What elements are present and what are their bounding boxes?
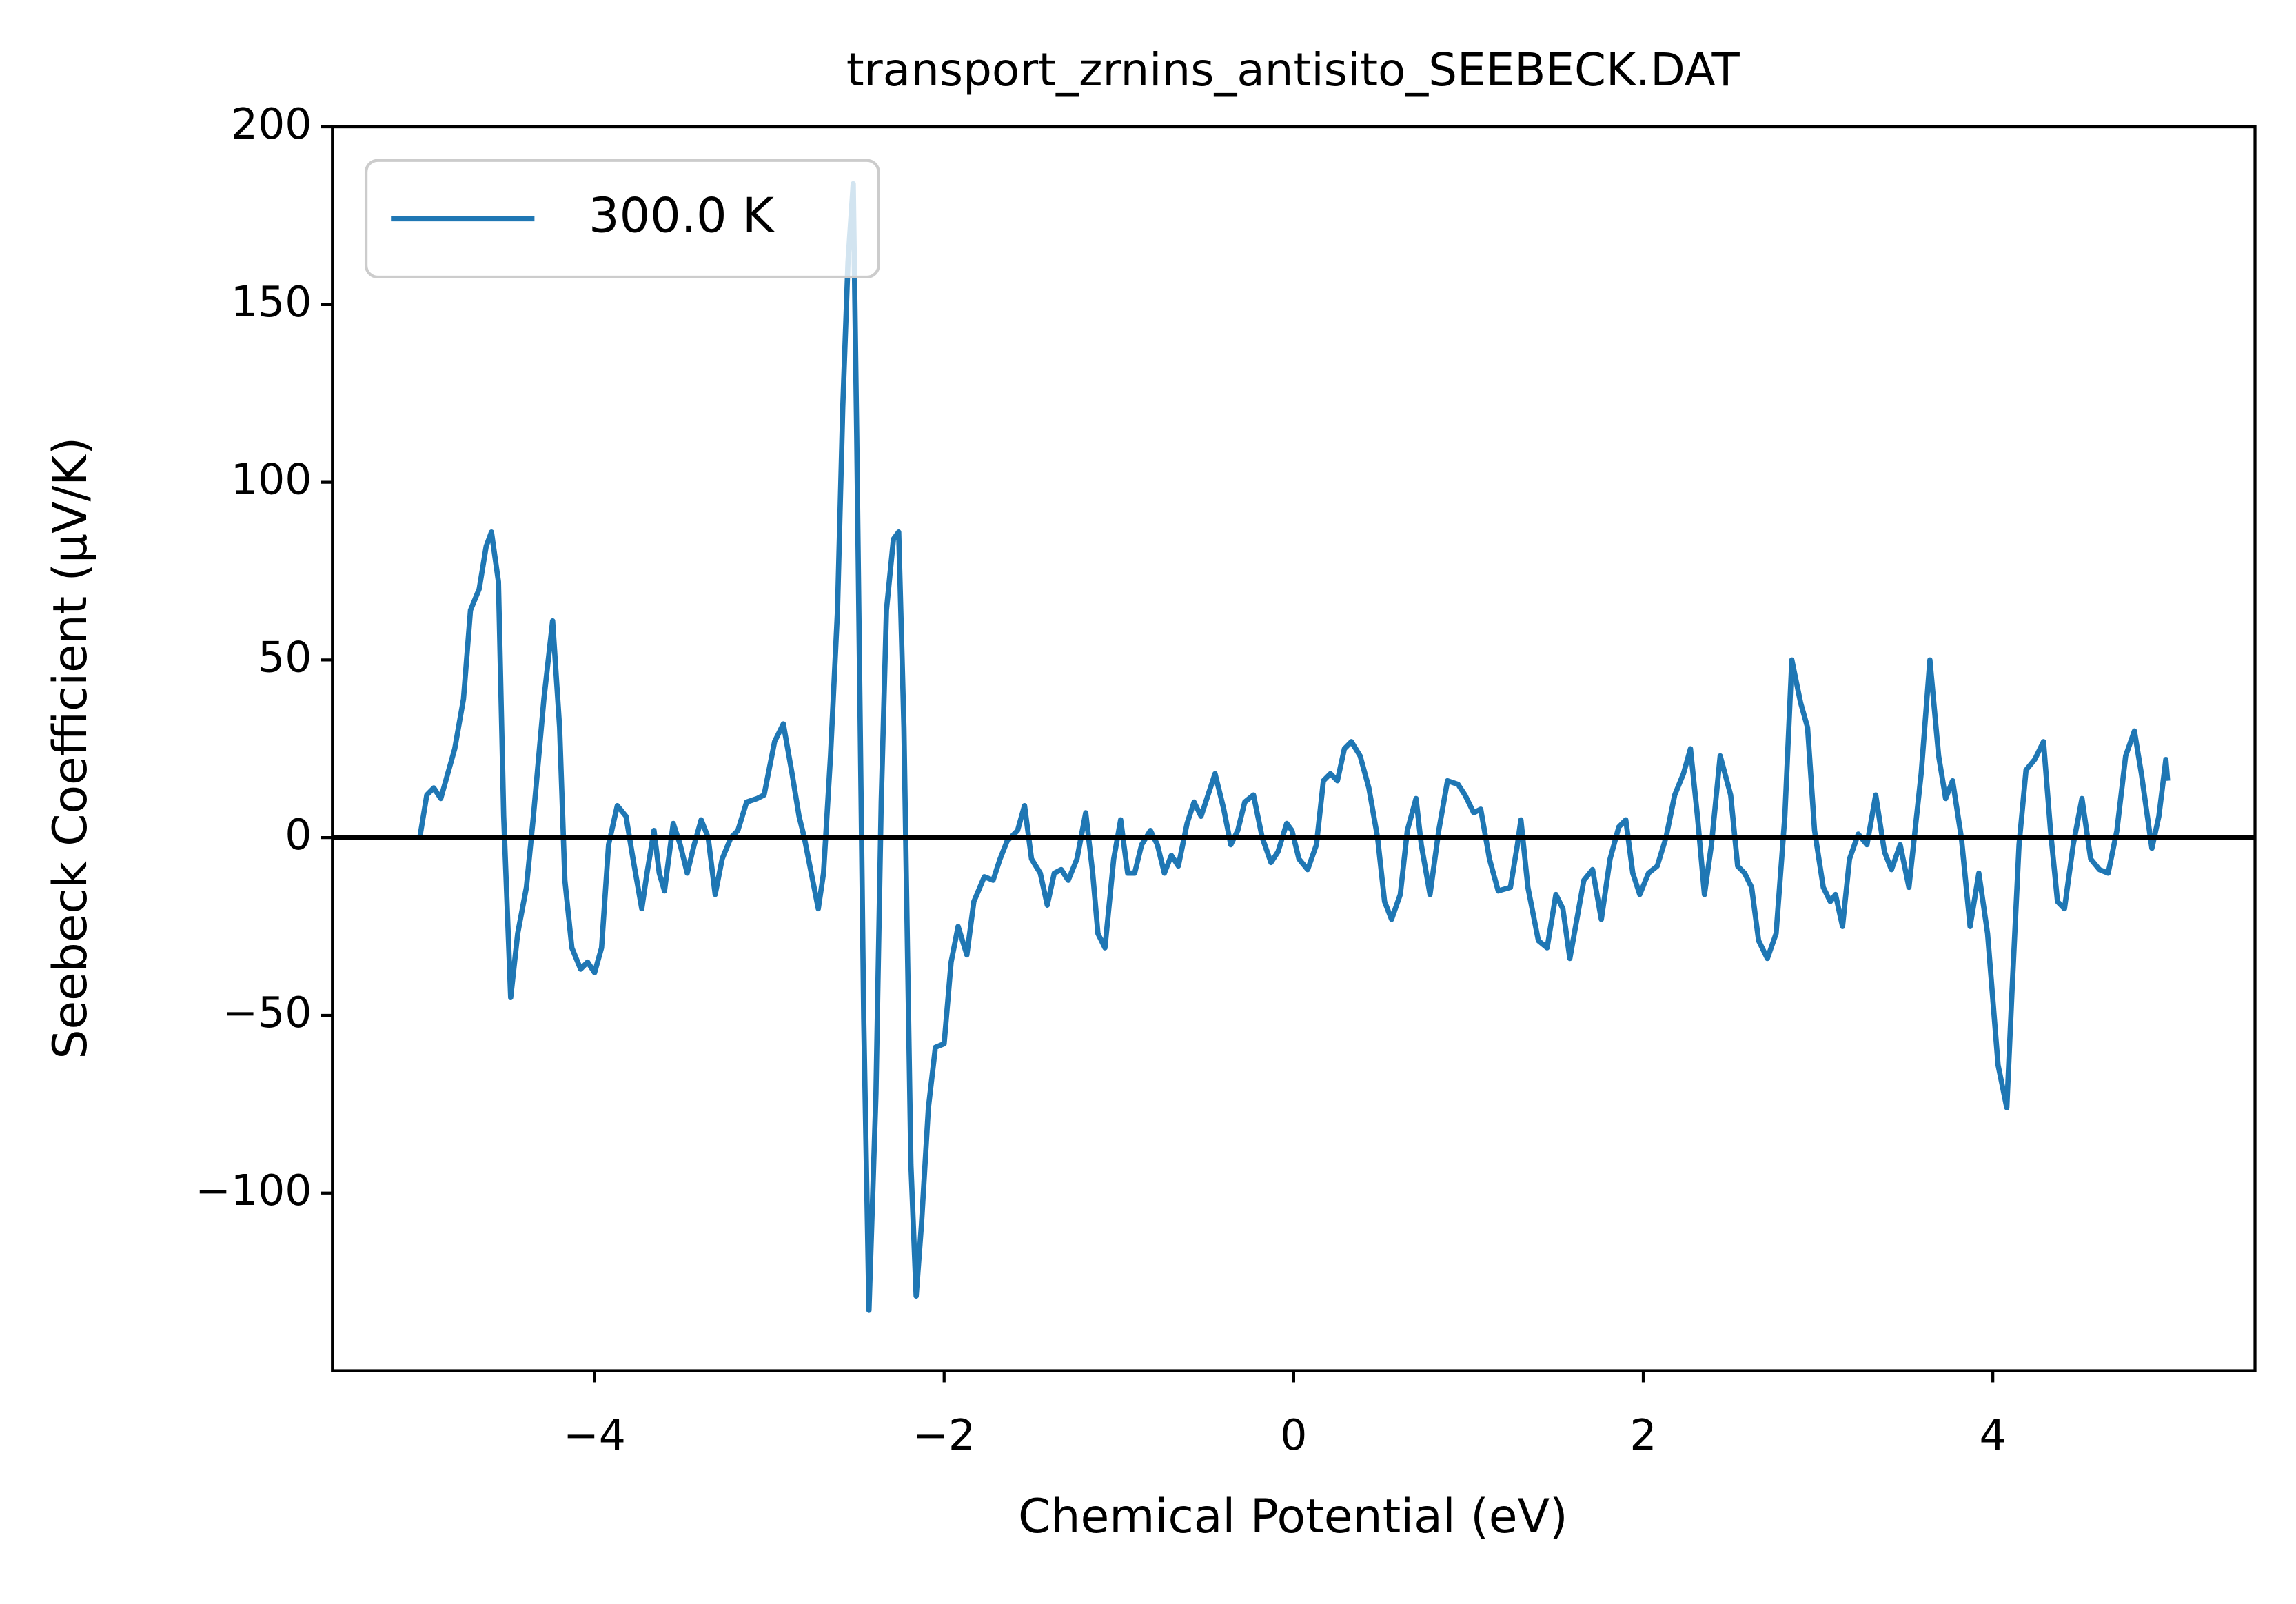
- y-axis-label: Seebeck Coefficient (μV/K): [43, 437, 97, 1059]
- x-tick-label: 4: [1980, 1411, 2007, 1460]
- y-tick-label: 150: [231, 278, 312, 327]
- y-tick-label: 50: [258, 633, 312, 682]
- x-axis-label: Chemical Potential (eV): [1018, 1489, 1568, 1543]
- chart-title: transport_zrnins_antisito_SEEBECK.DAT: [846, 44, 1740, 97]
- y-tick-label: 0: [285, 811, 312, 860]
- y-tick-label: 200: [231, 100, 312, 149]
- x-tick-label: −2: [913, 1411, 975, 1460]
- legend-label: 300.0 K: [589, 187, 775, 243]
- y-tick-label: −50: [222, 988, 312, 1037]
- plot-frame: [331, 125, 2257, 1372]
- x-tick-label: −4: [563, 1411, 626, 1460]
- x-tick-label: 0: [1280, 1411, 1307, 1460]
- x-tick-label: 2: [1629, 1411, 1656, 1460]
- y-tick-label: 100: [231, 456, 312, 505]
- legend-box: [364, 159, 880, 279]
- y-tick-label: −100: [195, 1166, 312, 1215]
- data-line: [417, 181, 2171, 1313]
